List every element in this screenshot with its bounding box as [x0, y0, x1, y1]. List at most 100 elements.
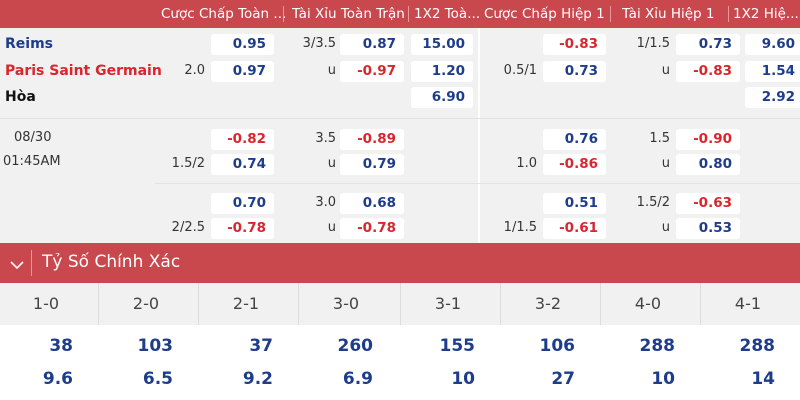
team-home: Reims — [5, 36, 53, 52]
odds-button[interactable]: 0.68 — [340, 193, 404, 214]
chevron-icon[interactable] — [6, 243, 36, 283]
odds-button[interactable]: 0.97 — [211, 61, 274, 82]
score-odds[interactable]: 288 — [739, 336, 776, 356]
line-label: 2/2.5 — [171, 220, 205, 235]
column-header: Cược Chấp Toàn ... — [161, 6, 287, 22]
line-label: 3.0 — [315, 195, 336, 210]
line-label: 1/1.5 — [636, 36, 670, 51]
odds-button[interactable]: 0.73 — [543, 61, 606, 82]
line-label: 1/1.5 — [503, 220, 537, 235]
score-label: 4-1 — [734, 294, 762, 313]
odds-button[interactable]: 0.95 — [211, 34, 274, 55]
column-header: 1X2 Hiệ... — [733, 6, 799, 22]
odds-button[interactable]: 1.54 — [745, 61, 800, 82]
separator — [408, 6, 409, 22]
section-title: Tỷ Số Chính Xác — [42, 252, 181, 272]
odds-button[interactable]: -0.90 — [676, 129, 740, 150]
column-header: Cược Chấp Hiệp 1 — [484, 6, 605, 22]
match-time: 01:45AM — [3, 154, 61, 169]
score-label: 4-0 — [634, 294, 662, 313]
line-label: 1.5/2 — [636, 195, 670, 210]
odds-button[interactable]: -0.63 — [676, 193, 740, 214]
odds-button[interactable]: -0.97 — [340, 61, 404, 82]
column-separator — [700, 283, 701, 325]
odds-button[interactable]: 9.60 — [745, 34, 800, 55]
odds-button[interactable]: -0.78 — [211, 218, 274, 239]
draw-label: Hòa — [5, 89, 36, 105]
score-odds[interactable]: 37 — [249, 336, 273, 356]
score-label: 2-1 — [232, 294, 260, 313]
header-bar — [0, 0, 800, 28]
separator — [728, 6, 729, 22]
line-label: u — [661, 63, 670, 78]
column-separator — [600, 283, 601, 325]
odds-button[interactable]: 0.51 — [543, 193, 606, 214]
section-header[interactable]: Tỷ Số Chính Xác — [0, 243, 800, 283]
score-label: 3-1 — [434, 294, 462, 313]
odds-button[interactable]: -0.89 — [340, 129, 404, 150]
odds-button[interactable]: 6.90 — [411, 87, 473, 108]
line-label: 2.0 — [184, 63, 205, 78]
separator — [478, 28, 480, 243]
separator — [610, 6, 611, 22]
column-separator — [98, 283, 99, 325]
score-odds[interactable]: 9.2 — [242, 369, 273, 389]
score-odds[interactable]: 106 — [539, 336, 576, 356]
line-label: u — [661, 220, 670, 235]
score-odds[interactable]: 103 — [137, 336, 174, 356]
odds-button[interactable]: -0.83 — [676, 61, 740, 82]
odds-button[interactable]: 1.20 — [411, 61, 473, 82]
score-odds[interactable]: 9.6 — [42, 369, 73, 389]
score-odds[interactable]: 155 — [439, 336, 476, 356]
score-odds[interactable]: 14 — [751, 369, 775, 389]
line-label: 0.5/1 — [503, 63, 537, 78]
odds-button[interactable]: 0.76 — [543, 129, 606, 150]
score-odds[interactable]: 38 — [49, 336, 73, 356]
line-label: u — [327, 63, 336, 78]
odds-button[interactable]: -0.83 — [543, 34, 606, 55]
divider — [0, 118, 800, 119]
odds-button[interactable]: 2.92 — [745, 87, 800, 108]
line-label: 3.5 — [315, 131, 336, 146]
divider — [155, 183, 800, 184]
score-label: 1-0 — [32, 294, 60, 313]
separator — [31, 250, 32, 276]
score-odds[interactable]: 6.9 — [342, 369, 373, 389]
match-date: 08/30 — [14, 130, 52, 145]
score-odds[interactable]: 288 — [639, 336, 676, 356]
score-odds[interactable]: 10 — [651, 369, 675, 389]
line-label: 1.0 — [516, 156, 537, 171]
score-odds[interactable]: 260 — [337, 336, 374, 356]
score-odds[interactable]: 6.5 — [142, 369, 173, 389]
column-separator — [400, 283, 401, 325]
column-separator — [500, 283, 501, 325]
score-label: 2-0 — [132, 294, 160, 313]
odds-button[interactable]: 0.74 — [211, 154, 274, 175]
odds-button[interactable]: 0.53 — [676, 218, 740, 239]
column-separator — [198, 283, 199, 325]
odds-button[interactable]: 0.73 — [676, 34, 740, 55]
odds-button[interactable]: -0.61 — [543, 218, 606, 239]
score-label: 3-2 — [534, 294, 562, 313]
odds-button[interactable]: -0.82 — [211, 129, 274, 150]
odds-button[interactable]: -0.86 — [543, 154, 606, 175]
score-odds[interactable]: 10 — [451, 369, 475, 389]
odds-button[interactable]: 0.80 — [676, 154, 740, 175]
line-label: 1.5 — [649, 131, 670, 146]
score-odds[interactable]: 27 — [551, 369, 575, 389]
line-label: u — [327, 156, 336, 171]
line-label: u — [661, 156, 670, 171]
line-label: u — [327, 220, 336, 235]
score-label: 3-0 — [332, 294, 360, 313]
odds-button[interactable]: 0.87 — [340, 34, 404, 55]
odds-button[interactable]: 0.79 — [340, 154, 404, 175]
odds-button[interactable]: -0.78 — [340, 218, 404, 239]
line-label: 1.5/2 — [171, 156, 205, 171]
column-header: 1X2 Toà... — [414, 6, 481, 22]
column-header: Tài Xỉu Toàn Trận — [292, 6, 405, 22]
odds-button[interactable]: 15.00 — [411, 34, 473, 55]
odds-button[interactable]: 0.70 — [211, 193, 274, 214]
column-separator — [298, 283, 299, 325]
team-away: Paris Saint Germain — [5, 63, 162, 79]
